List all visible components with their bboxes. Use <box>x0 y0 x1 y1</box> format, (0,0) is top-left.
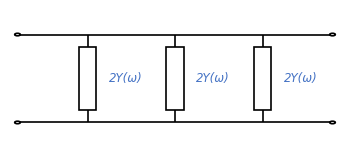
Text: 2Y(ω): 2Y(ω) <box>196 72 230 85</box>
Bar <box>254 47 271 110</box>
Text: 2Y(ω): 2Y(ω) <box>108 72 142 85</box>
Circle shape <box>330 121 335 124</box>
Bar <box>79 47 96 110</box>
Circle shape <box>15 33 20 36</box>
Circle shape <box>330 33 335 36</box>
Bar <box>166 47 184 110</box>
Circle shape <box>15 121 20 124</box>
Text: 2Y(ω): 2Y(ω) <box>284 72 317 85</box>
